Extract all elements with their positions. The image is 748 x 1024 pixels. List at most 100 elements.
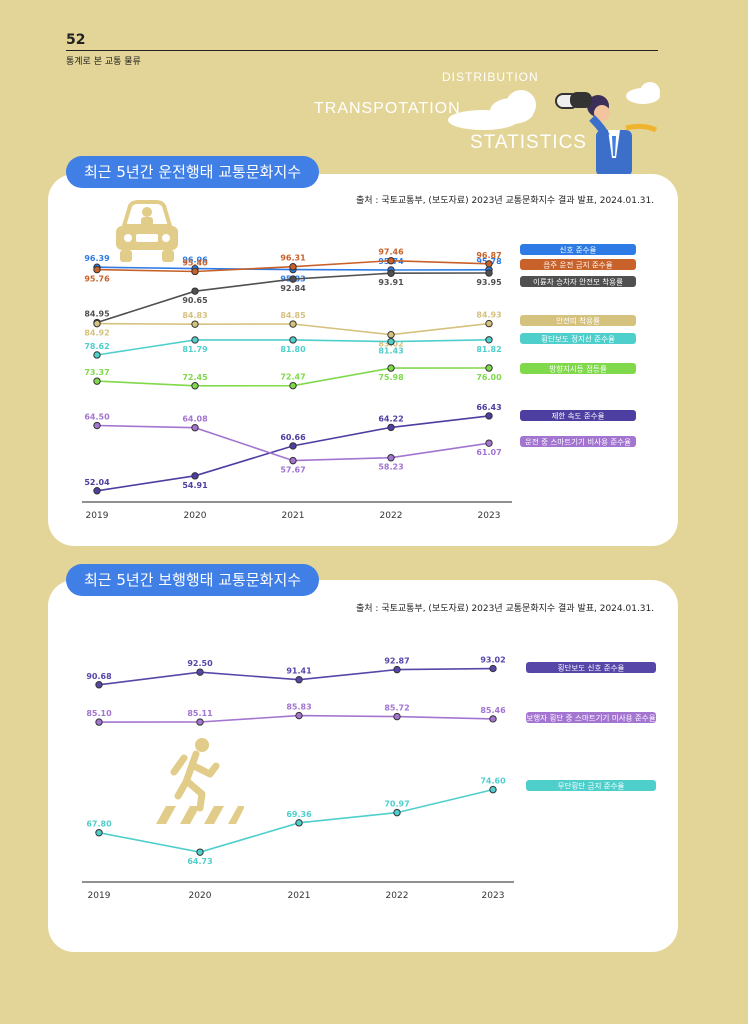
data-label: 96.31 (280, 254, 306, 263)
data-point (387, 331, 395, 339)
data-label: 81.43 (378, 347, 403, 356)
data-label: 84.85 (280, 311, 306, 320)
data-label: 67.80 (86, 820, 112, 829)
data-point (393, 665, 401, 674)
legend-label: 제한 속도 준수율 (551, 412, 604, 421)
legend-badge (520, 259, 636, 270)
data-label: 75.98 (378, 373, 404, 382)
data-point (95, 829, 103, 837)
data-point (196, 718, 204, 726)
driving-chart-source: 출처 : 국토교통부, (보도자료) 2023년 교통문화지수 결과 발표, 2… (356, 196, 655, 206)
legend-badge (520, 436, 636, 447)
data-label: 61.07 (476, 448, 501, 457)
data-point (289, 442, 297, 450)
walking-chart-card (48, 580, 678, 952)
legend-label: 무단횡단 금지 준수율 (558, 781, 625, 791)
data-label: 90.68 (86, 672, 112, 681)
legend-label: 보행자 횡단 중 스마트기기 미사용 준수율 (526, 713, 655, 723)
pedestrian-crossing-icon (156, 738, 244, 824)
data-label: 85.10 (86, 709, 112, 718)
data-point (393, 712, 401, 721)
data-point (387, 423, 395, 432)
data-label: 92.50 (187, 659, 213, 668)
data-point (191, 472, 199, 480)
data-point (289, 456, 297, 465)
data-point (485, 336, 493, 344)
data-label: 64.22 (378, 414, 403, 423)
data-label: 69.36 (286, 810, 312, 819)
walking-chart-title: 최근 5년간 보행행태 교통문화지수 (66, 564, 320, 596)
legend-label: 신호 준수율 (560, 246, 597, 255)
data-point (93, 265, 101, 274)
legend-label: 방향지시등 점등률 (549, 364, 607, 374)
data-point (93, 487, 101, 495)
data-point (93, 351, 101, 359)
data-label: 70.97 (384, 800, 409, 809)
hero-word-distribution: DISTRIBUTION (442, 70, 539, 84)
section-title: 통계로 본 교통 물류 (66, 57, 141, 67)
data-label: 95.76 (84, 275, 110, 284)
data-label: 84.93 (476, 311, 501, 320)
data-label: 96.87 (476, 251, 501, 260)
data-point (485, 260, 493, 268)
legend-label: 횡단보도 정지선 준수율 (541, 334, 615, 344)
data-label: 95.40 (182, 258, 208, 267)
data-point (93, 319, 101, 328)
legend-badge (520, 315, 636, 326)
data-point (485, 269, 493, 277)
data-point (289, 381, 297, 390)
driving-chart-title: 최근 5년간 운전행태 교통문화지수 (66, 156, 320, 188)
data-label: 81.79 (182, 345, 208, 354)
data-point (485, 364, 493, 372)
data-label: 85.46 (480, 706, 506, 715)
data-point (489, 785, 497, 794)
cloud-shape (448, 110, 518, 130)
data-label: 81.80 (280, 345, 306, 354)
legend-badge (520, 333, 636, 344)
data-point (191, 267, 199, 276)
data-label: 57.67 (280, 466, 305, 475)
legend-label: 횡단보도 신호 준수율 (558, 663, 625, 673)
hero-word-statistics: STATISTICS (470, 132, 587, 153)
data-label: 93.95 (476, 278, 502, 287)
cloud-shape (640, 82, 660, 102)
data-label: 93.02 (480, 656, 505, 665)
legend-label: 음주 운전 금지 준수율 (543, 260, 612, 270)
data-label: 85.11 (187, 709, 213, 718)
data-label: 66.43 (476, 403, 501, 412)
data-label: 96.06 (182, 256, 208, 265)
legend-label: 운전 중 스마트기기 비사용 준수율 (525, 437, 631, 447)
data-label: 96.39 (84, 254, 110, 263)
data-point (289, 263, 297, 271)
x-tick-label: 2021 (288, 891, 311, 901)
data-label: 74.60 (480, 777, 506, 786)
legend-badge (526, 662, 656, 673)
x-tick-label: 2022 (386, 891, 409, 901)
x-tick-label: 2020 (184, 511, 207, 521)
x-tick-label: 2020 (189, 891, 212, 901)
legend-label: 이륜차 승차자 안전모 착용률 (533, 277, 623, 287)
data-point (489, 664, 497, 673)
data-point (93, 377, 101, 385)
data-point (191, 423, 199, 432)
data-point (191, 382, 199, 390)
data-label: 92.87 (384, 657, 409, 666)
data-point (489, 715, 497, 723)
data-point (393, 808, 401, 817)
walking-chart-source: 출처 : 국토교통부, (보도자료) 2023년 교통문화지수 결과 발표, 2… (356, 604, 655, 614)
header-rule (66, 50, 658, 51)
data-label: 84.83 (182, 311, 207, 320)
data-point (289, 336, 297, 344)
legend-badge (520, 276, 636, 287)
data-point (485, 439, 493, 447)
data-label: 72.45 (182, 373, 208, 382)
data-point (485, 319, 493, 328)
data-point (387, 364, 395, 372)
legend-badge (520, 363, 636, 374)
data-point (95, 681, 103, 689)
x-tick-label: 2021 (282, 511, 305, 521)
data-point (191, 336, 199, 344)
data-point (295, 711, 303, 720)
